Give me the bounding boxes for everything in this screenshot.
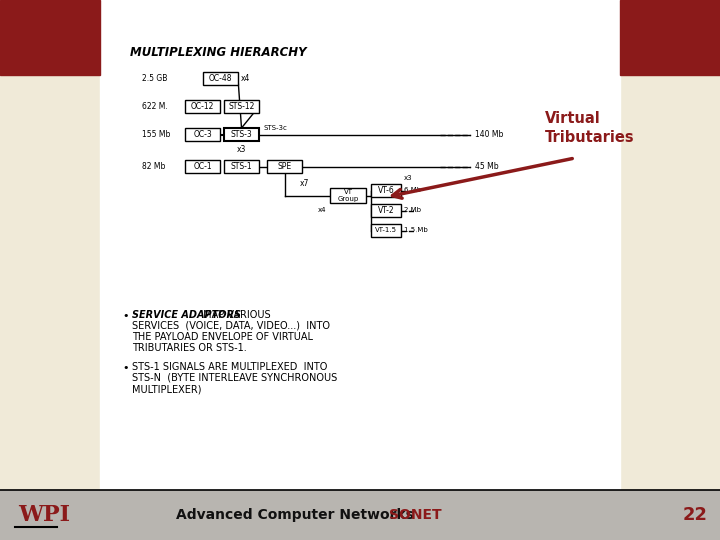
Text: x4: x4 — [241, 74, 251, 83]
Text: 2 Mb: 2 Mb — [404, 207, 421, 213]
Text: MULTIPLEXING HIERARCHY: MULTIPLEXING HIERARCHY — [130, 45, 307, 58]
Text: TRIBUTARIES OR STS-1.: TRIBUTARIES OR STS-1. — [132, 343, 247, 353]
Text: MULTIPLEXER): MULTIPLEXER) — [132, 384, 202, 394]
Text: SERVICE ADAPTORS: SERVICE ADAPTORS — [132, 310, 241, 320]
Text: OC-3: OC-3 — [193, 130, 212, 139]
Bar — [371, 224, 401, 237]
Bar — [371, 204, 401, 217]
Bar — [620, 0, 720, 75]
Bar — [224, 128, 259, 141]
Text: STS-3c: STS-3c — [264, 125, 288, 132]
Text: x3: x3 — [404, 175, 413, 181]
Text: VT-1.5: VT-1.5 — [375, 227, 397, 233]
Text: x4: x4 — [318, 207, 326, 213]
Text: 2.5 GB: 2.5 GB — [142, 74, 167, 83]
Bar — [203, 72, 238, 85]
Bar — [267, 160, 302, 173]
Text: STS-1 SIGNALS ARE MULTIPLEXED  INTO: STS-1 SIGNALS ARE MULTIPLEXED INTO — [132, 362, 328, 372]
Text: 622 M.: 622 M. — [142, 102, 168, 111]
Text: 82 Mb: 82 Mb — [142, 162, 166, 171]
Text: Advanced Computer Networks: Advanced Computer Networks — [176, 508, 414, 522]
Text: STS-1: STS-1 — [230, 162, 252, 171]
Text: x7: x7 — [300, 179, 309, 188]
Text: MAP VARIOUS: MAP VARIOUS — [200, 310, 271, 320]
Text: 155 Mb: 155 Mb — [142, 130, 171, 139]
Text: STS-N  (BYTE INTERLEAVE SYNCHRONOUS: STS-N (BYTE INTERLEAVE SYNCHRONOUS — [132, 373, 337, 383]
Text: OC-12: OC-12 — [191, 102, 214, 111]
Bar — [0, 490, 720, 540]
Text: •: • — [122, 363, 128, 373]
Text: SERVICES  (VOICE, DATA, VIDEO...)  INTO: SERVICES (VOICE, DATA, VIDEO...) INTO — [132, 321, 330, 331]
Bar — [100, 0, 620, 490]
Bar — [224, 160, 259, 173]
Text: •: • — [122, 311, 128, 321]
Bar — [330, 188, 366, 203]
Bar — [0, 0, 100, 75]
Text: 22: 22 — [683, 506, 708, 524]
Text: Virtual
Tributaries: Virtual Tributaries — [545, 111, 634, 145]
Text: WPI: WPI — [18, 504, 70, 526]
Text: x3: x3 — [237, 145, 246, 154]
Text: VT-6: VT-6 — [377, 186, 395, 195]
Bar — [185, 100, 220, 113]
Text: STS-12: STS-12 — [228, 102, 255, 111]
Text: VT
Group: VT Group — [338, 189, 359, 202]
Text: 140 Mb: 140 Mb — [475, 130, 503, 139]
Bar — [224, 100, 259, 113]
Bar — [185, 128, 220, 141]
Text: OC-1: OC-1 — [193, 162, 212, 171]
Text: SONET: SONET — [389, 508, 441, 522]
Text: STS-3: STS-3 — [230, 130, 253, 139]
Text: VT-2: VT-2 — [378, 206, 395, 215]
Bar — [185, 160, 220, 173]
Text: 45 Mb: 45 Mb — [475, 162, 499, 171]
Bar — [371, 184, 401, 197]
Text: OC-48: OC-48 — [209, 74, 233, 83]
Text: SPE: SPE — [277, 162, 292, 171]
Text: 1.5 Mb: 1.5 Mb — [404, 227, 428, 233]
Text: 6 Mb: 6 Mb — [404, 187, 421, 193]
Text: THE PAYLOAD ENVELOPE OF VIRTUAL: THE PAYLOAD ENVELOPE OF VIRTUAL — [132, 332, 313, 342]
